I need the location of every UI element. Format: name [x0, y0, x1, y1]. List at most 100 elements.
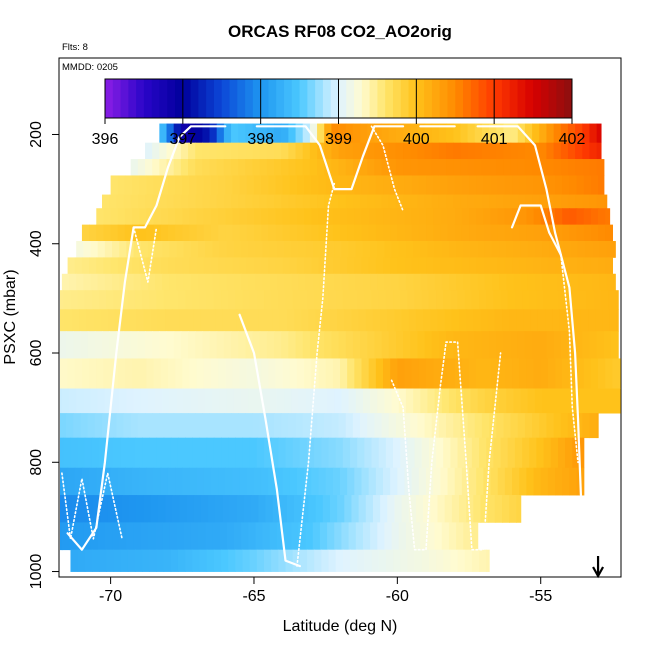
heatmap-cell-7-49 — [427, 241, 436, 258]
heatmap-cell-20-49 — [421, 549, 430, 572]
heatmap-cell-17-65 — [519, 467, 527, 496]
heatmap-cell-6-44 — [397, 224, 406, 242]
heatmap-cell-8-50 — [426, 257, 434, 275]
heatmap-cell-5-61 — [533, 208, 542, 226]
heatmap-cell-10-31 — [278, 290, 287, 310]
heatmap-cell-5-29 — [304, 208, 312, 226]
heatmap-cell-15-71 — [567, 413, 576, 439]
heatmap-cell-2-53 — [510, 159, 519, 176]
colorbar-swatch-26 — [307, 79, 316, 118]
heatmap-cell-15-13 — [152, 413, 160, 439]
heatmap-cell-5-42 — [397, 208, 406, 226]
heatmap-cell-11-66 — [530, 309, 539, 332]
heatmap-cell-8-73 — [590, 257, 599, 275]
heatmap-cell-14-4 — [83, 388, 92, 414]
flight-track-4 — [510, 204, 562, 256]
heatmap-cell-6-10 — [153, 224, 162, 242]
heatmap-cell-1-40 — [431, 142, 440, 160]
heatmap-cell-6-64 — [540, 224, 549, 242]
heatmap-cell-10-62 — [500, 290, 509, 310]
heatmap-cell-9-15 — [169, 273, 178, 291]
heatmap-cell-3-20 — [253, 175, 262, 195]
heatmap-cell-14-52 — [427, 388, 436, 414]
heatmap-cell-13-71 — [562, 358, 570, 389]
heatmap-cell-4-59 — [524, 194, 533, 209]
heatmap-cell-7-53 — [456, 241, 464, 258]
heatmap-cell-14-56 — [456, 388, 464, 414]
heatmap-cell-4-24 — [274, 194, 282, 209]
heatmap-cell-13-43 — [361, 358, 370, 389]
heatmap-cell-1-4 — [173, 142, 182, 160]
heatmap-cell-1-16 — [259, 142, 268, 160]
heatmap-cell-9-53 — [441, 273, 450, 291]
y-tick-label-1: 400 — [28, 230, 45, 257]
heatmap-cell-5-21 — [246, 208, 255, 226]
heatmap-cell-15-38 — [331, 413, 340, 439]
heatmap-cell-3-22 — [268, 175, 277, 195]
heatmap-cell-10-58 — [471, 290, 480, 310]
heatmap-cell-9-65 — [527, 273, 536, 291]
heatmap-cell-18-50 — [415, 495, 424, 523]
heatmap-cell-13-42 — [354, 358, 363, 389]
heatmap-cell-4-9 — [166, 194, 175, 209]
heatmap-cell-16-46 — [385, 437, 394, 469]
heatmap-cell-4-37 — [367, 194, 376, 209]
heatmap-cell-15-54 — [446, 413, 454, 439]
heatmap-cell-6-20 — [225, 224, 234, 242]
heatmap-cell-15-74 — [589, 413, 598, 439]
heatmap-cell-3-37 — [375, 175, 384, 195]
heatmap-cell-15-10 — [130, 413, 139, 439]
heatmap-cell-9-10 — [133, 273, 142, 291]
heatmap-cell-3-40 — [397, 175, 406, 195]
heatmap-cell-6-58 — [497, 224, 506, 242]
heatmap-cell-13-13 — [146, 358, 155, 389]
heatmap-cell-9-44 — [377, 273, 386, 291]
heatmap-cell-19-12 — [140, 522, 149, 551]
heatmap-cell-9-42 — [362, 273, 371, 291]
heatmap-cell-3-16 — [225, 175, 234, 195]
heatmap-cell-6-43 — [390, 224, 398, 242]
heatmap-cell-17-44 — [368, 467, 377, 496]
heatmap-cell-10-71 — [565, 290, 573, 310]
heatmap-cell-18-31 — [279, 495, 288, 523]
heatmap-cell-10-26 — [242, 290, 251, 310]
heatmap-cell-2-12 — [216, 159, 225, 176]
heatmap-cell-9-39 — [341, 273, 350, 291]
heatmap-cell-7-64 — [534, 241, 543, 258]
heatmap-cell-7-19 — [212, 241, 221, 258]
heatmap-cell-11-34 — [301, 309, 310, 332]
heatmap-cell-9-35 — [312, 273, 321, 291]
heatmap-cell-13-53 — [433, 358, 441, 389]
heatmap-cell-14-39 — [334, 388, 343, 414]
heatmap-cell-12-32 — [288, 331, 297, 359]
heatmap-cell-2-21 — [281, 159, 289, 176]
heatmap-cell-13-22 — [210, 358, 219, 389]
heatmap-cell-4-54 — [489, 194, 497, 209]
heatmap-cell-18-42 — [358, 495, 367, 523]
heatmap-cell-4-4 — [130, 194, 139, 209]
heatmap-cell-15-12 — [145, 413, 153, 439]
heatmap-cell-18-63 — [509, 495, 517, 523]
heatmap-cell-2-35 — [381, 159, 390, 176]
heatmap-cell-3-55 — [504, 175, 513, 195]
heatmap-cell-18-51 — [423, 495, 431, 523]
heatmap-cell-7-29 — [284, 241, 292, 258]
heatmap-cell-10-20 — [199, 290, 208, 310]
heatmap-cell-16-15 — [163, 437, 172, 469]
heatmap-cell-6-63 — [533, 224, 542, 242]
heatmap-cell-10-48 — [400, 290, 408, 310]
heatmap-cell-20-28 — [271, 549, 279, 572]
heatmap-cell-1-57 — [553, 142, 562, 160]
heatmap-cell-0-16 — [274, 123, 282, 144]
heatmap-cell-18-15 — [165, 495, 173, 523]
heatmap-cell-1-43 — [453, 142, 462, 160]
heatmap-cell-10-27 — [249, 290, 258, 310]
flights-note: Flts: 8 — [62, 42, 88, 53]
heatmap-cell-0-56 — [560, 123, 569, 144]
heatmap-cell-12-14 — [159, 331, 168, 359]
heatmap-cell-19-19 — [190, 522, 199, 551]
heatmap-cell-9-73 — [585, 273, 593, 291]
heatmap-cell-10-32 — [285, 290, 294, 310]
heatmap-cell-10-66 — [529, 290, 538, 310]
heatmap-cell-9-61 — [499, 273, 507, 291]
